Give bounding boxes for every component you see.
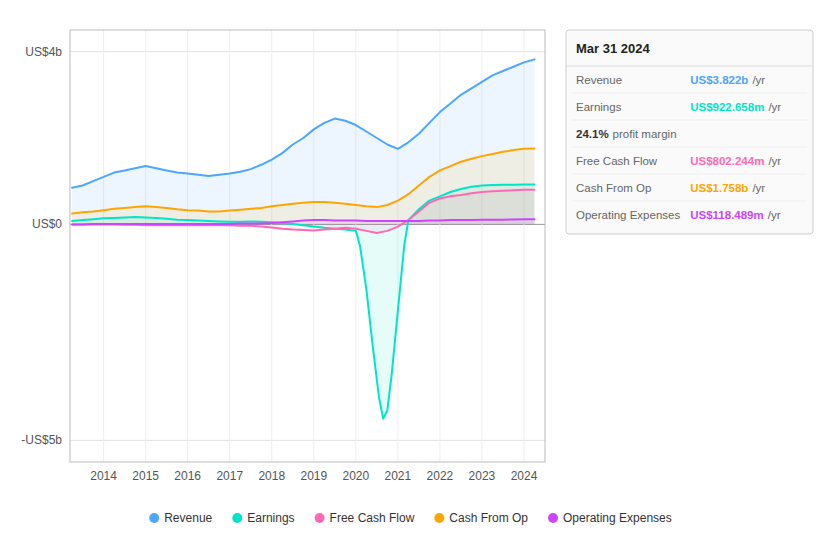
y-tick-label: -US$5b <box>21 433 62 447</box>
info-box-suffix: /yr <box>768 155 781 167</box>
legend-marker <box>548 513 558 523</box>
legend-label: Cash From Op <box>449 511 528 525</box>
info-box-suffix: profit margin <box>613 128 677 140</box>
series-area <box>72 59 534 224</box>
x-grid-line <box>313 30 314 462</box>
series-line <box>72 185 534 419</box>
y-grid-line <box>70 51 545 52</box>
info-box-frame <box>566 30 813 234</box>
x-tick-label: 2015 <box>132 469 159 483</box>
info-box-separator <box>566 66 813 67</box>
x-tick-label: 2022 <box>427 469 454 483</box>
info-box-row-separator <box>572 147 807 148</box>
areas <box>72 59 534 418</box>
info-box: Mar 31 2024 Revenue Earnings Free Cash Flow… <box>566 30 813 234</box>
legend-item: Free Cash Flow <box>315 511 415 525</box>
x-tick-label: 2016 <box>174 469 201 483</box>
series-line <box>72 219 534 224</box>
info-box-label: Operating Expenses <box>576 209 680 221</box>
x-grid-line <box>439 30 440 462</box>
legend-item: Earnings <box>232 511 294 525</box>
series-line <box>72 148 534 213</box>
x-tick-label: 2023 <box>469 469 496 483</box>
grid <box>70 30 545 462</box>
x-grid-line <box>145 30 146 462</box>
info-box-suffix: /yr <box>768 209 781 221</box>
info-box-row-separator <box>572 93 807 94</box>
x-tick-label: 2017 <box>216 469 243 483</box>
legend-label: Revenue <box>164 511 212 525</box>
legend-label: Operating Expenses <box>563 511 672 525</box>
x-grid-line <box>271 30 272 462</box>
plot-area <box>72 59 534 418</box>
plot-frame <box>70 30 545 462</box>
info-box-row-separator <box>572 174 807 175</box>
x-grid-line <box>103 30 104 462</box>
y-tick-label: US$4b <box>25 45 62 59</box>
x-grid-line <box>229 30 230 462</box>
info-box-title: Mar 31 2024 <box>576 41 650 56</box>
info-box-value: US$802.244m <box>690 155 764 167</box>
x-tick-label: 2014 <box>90 469 117 483</box>
info-box-row-separator <box>572 201 807 202</box>
info-box-label: Free Cash Flow <box>576 155 658 167</box>
x-grid-line <box>355 30 356 462</box>
info-box-label: Earnings <box>576 101 622 113</box>
info-box-suffix: /yr <box>752 74 765 86</box>
x-grid-line <box>187 30 188 462</box>
legend-item: Cash From Op <box>434 511 528 525</box>
info-box-suffix: /yr <box>752 182 765 194</box>
legend-marker <box>232 513 242 523</box>
info-box-value: 24.1% <box>576 128 609 140</box>
legend: Revenue Earnings Free Cash Flow Cash From O… <box>149 511 672 525</box>
series-line <box>72 190 534 233</box>
info-box-label: Revenue <box>576 74 622 86</box>
x-tick-label: 2019 <box>300 469 327 483</box>
info-box-value: US$3.822b <box>690 74 748 86</box>
legend-marker <box>315 513 325 523</box>
legend-item: Operating Expenses <box>548 511 672 525</box>
lines <box>72 59 534 418</box>
x-tick-label: 2024 <box>511 469 538 483</box>
y-grid-line <box>70 440 545 441</box>
info-box-label: Cash From Op <box>576 182 651 194</box>
series-line <box>72 59 534 187</box>
legend-marker <box>434 513 444 523</box>
chart: -US$5b US$0 US$4b 2014 2015 2016 2017 2018 2019 2… <box>0 0 821 560</box>
info-box-row-separator <box>572 120 807 121</box>
series-area <box>72 219 534 224</box>
info-box-value: US$922.658m <box>690 101 764 113</box>
x-tick-label: 2018 <box>258 469 285 483</box>
y-tick-label: US$0 <box>32 217 62 231</box>
info-box-suffix: /yr <box>768 101 781 113</box>
legend-marker <box>149 513 159 523</box>
x-tick-label: 2020 <box>342 469 369 483</box>
legend-label: Earnings <box>247 511 294 525</box>
series-area <box>72 148 534 224</box>
legend-item: Revenue <box>149 511 212 525</box>
x-tick-label: 2021 <box>385 469 412 483</box>
info-box-value: US$118.489m <box>690 209 764 221</box>
info-box-value: US$1.758b <box>690 182 748 194</box>
legend-label: Free Cash Flow <box>330 511 415 525</box>
